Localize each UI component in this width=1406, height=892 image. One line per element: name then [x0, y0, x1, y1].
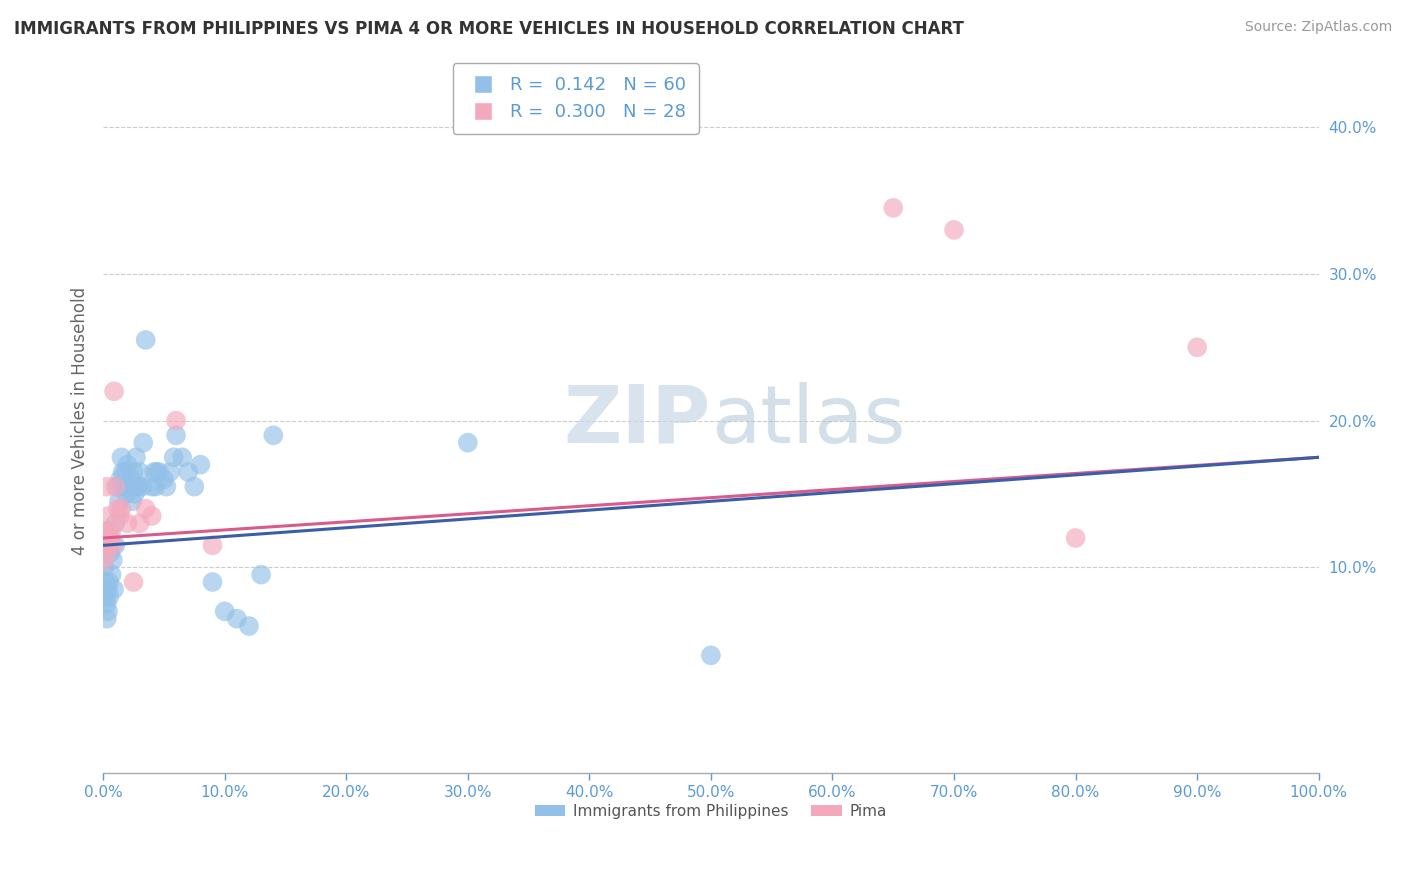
- Point: [121, 494, 143, 508]
- Point: [162, 450, 184, 465]
- Point: [97, 582, 120, 597]
- Point: [96, 480, 118, 494]
- Text: ZIP: ZIP: [564, 382, 711, 459]
- Point: [118, 480, 141, 494]
- Point: [225, 612, 247, 626]
- Point: [118, 480, 141, 494]
- Point: [214, 604, 236, 618]
- Point: [98, 574, 121, 589]
- Point: [250, 567, 273, 582]
- Point: [159, 465, 181, 479]
- Point: [201, 574, 224, 589]
- Point: [104, 480, 127, 494]
- Text: Source: ZipAtlas.com: Source: ZipAtlas.com: [1244, 20, 1392, 34]
- Point: [96, 524, 118, 538]
- Point: [143, 465, 166, 479]
- Point: [97, 508, 120, 523]
- Point: [262, 428, 284, 442]
- Point: [117, 516, 139, 531]
- Point: [108, 472, 131, 486]
- Point: [135, 333, 157, 347]
- Point: [882, 201, 904, 215]
- Point: [115, 487, 138, 501]
- Point: [114, 465, 136, 479]
- Point: [117, 458, 139, 472]
- Point: [177, 465, 200, 479]
- Point: [94, 546, 117, 560]
- Point: [94, 531, 117, 545]
- Point: [131, 480, 153, 494]
- Point: [96, 597, 118, 611]
- Point: [111, 465, 134, 479]
- Point: [103, 582, 125, 597]
- Point: [98, 524, 121, 538]
- Point: [100, 531, 122, 545]
- Point: [943, 223, 966, 237]
- Point: [125, 450, 148, 465]
- Point: [93, 531, 115, 545]
- Point: [97, 538, 120, 552]
- Point: [100, 546, 122, 560]
- Point: [128, 465, 150, 479]
- Point: [98, 590, 121, 604]
- Point: [141, 480, 163, 494]
- Point: [100, 567, 122, 582]
- Point: [1064, 531, 1087, 545]
- Point: [122, 574, 145, 589]
- Point: [700, 648, 723, 663]
- Point: [165, 414, 187, 428]
- Point: [201, 538, 224, 552]
- Point: [100, 524, 122, 538]
- Text: atlas: atlas: [711, 382, 905, 459]
- Legend: Immigrants from Philippines, Pima: Immigrants from Philippines, Pima: [529, 797, 893, 825]
- Point: [108, 494, 131, 508]
- Point: [101, 553, 124, 567]
- Point: [238, 619, 260, 633]
- Point: [165, 428, 187, 442]
- Point: [145, 465, 167, 479]
- Point: [1185, 340, 1208, 354]
- Point: [122, 465, 145, 479]
- Point: [128, 516, 150, 531]
- Point: [107, 501, 129, 516]
- Point: [101, 538, 124, 552]
- Point: [94, 574, 117, 589]
- Point: [148, 465, 170, 479]
- Point: [145, 480, 167, 494]
- Point: [132, 435, 155, 450]
- Point: [112, 480, 135, 494]
- Point: [107, 480, 129, 494]
- Text: IMMIGRANTS FROM PHILIPPINES VS PIMA 4 OR MORE VEHICLES IN HOUSEHOLD CORRELATION : IMMIGRANTS FROM PHILIPPINES VS PIMA 4 OR…: [14, 20, 965, 37]
- Point: [135, 501, 157, 516]
- Point: [155, 480, 177, 494]
- Point: [110, 450, 132, 465]
- Point: [96, 612, 118, 626]
- Point: [94, 590, 117, 604]
- Point: [183, 480, 205, 494]
- Point: [172, 450, 194, 465]
- Y-axis label: 4 or more Vehicles in Household: 4 or more Vehicles in Household: [72, 286, 89, 555]
- Point: [104, 516, 127, 531]
- Point: [127, 480, 149, 494]
- Point: [457, 435, 479, 450]
- Point: [108, 508, 131, 523]
- Point: [141, 508, 163, 523]
- Point: [104, 538, 127, 552]
- Point: [103, 384, 125, 399]
- Point: [120, 472, 142, 486]
- Point: [97, 604, 120, 618]
- Point: [93, 560, 115, 574]
- Point: [127, 480, 149, 494]
- Point: [124, 487, 146, 501]
- Point: [93, 538, 115, 552]
- Point: [153, 472, 176, 486]
- Point: [190, 458, 212, 472]
- Point: [110, 501, 132, 516]
- Point: [93, 553, 115, 567]
